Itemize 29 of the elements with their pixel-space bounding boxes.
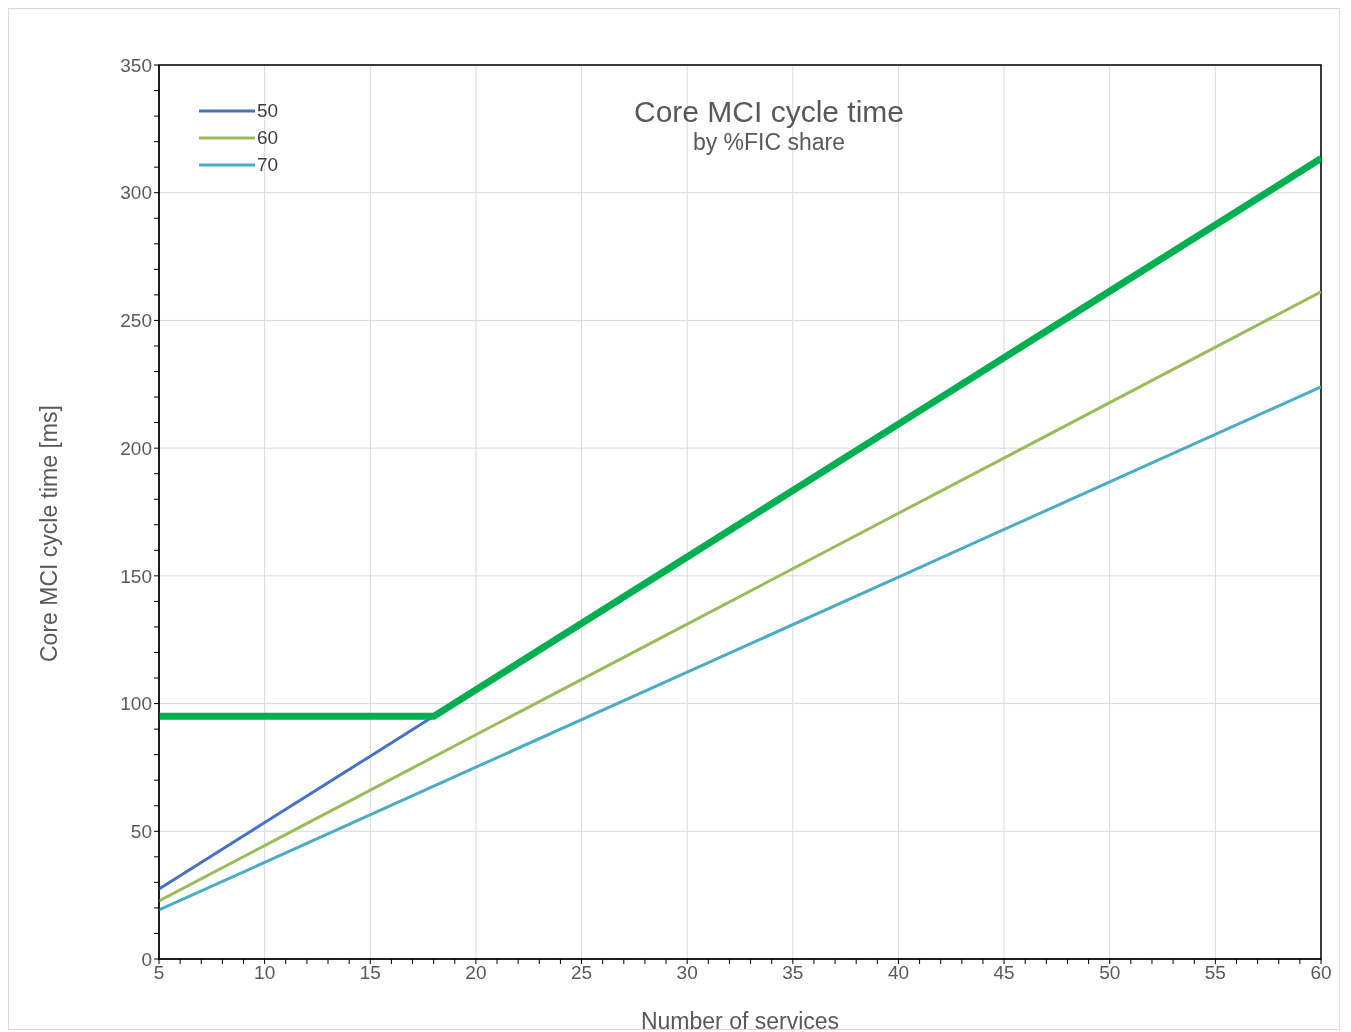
y-tick-label: 250 (120, 310, 152, 332)
line-series (159, 290, 1321, 903)
x-tick-label: 20 (465, 962, 487, 984)
y-tick-label: 350 (120, 54, 152, 76)
y-axis-title: Core MCI cycle time [ms] (36, 405, 63, 662)
x-tick-label: 55 (1204, 962, 1226, 984)
x-tick-label: 35 (782, 962, 804, 984)
x-axis-title: Number of services (640, 1008, 840, 1032)
x-tick-label: 15 (359, 962, 381, 984)
y-tick-label: 0 (141, 948, 152, 970)
legend-label: 70 (257, 153, 279, 176)
x-tick-label: 25 (570, 962, 593, 984)
x-tick-label: 45 (993, 962, 1015, 984)
x-tick-label: 5 (153, 962, 165, 984)
x-tick-label: 10 (254, 962, 276, 984)
y-tick-label: 300 (120, 182, 152, 204)
x-tick-label: 50 (1099, 962, 1121, 984)
y-tick-label: 200 (120, 437, 152, 459)
x-tick-label: 30 (676, 962, 698, 984)
y-tick-label: 50 (130, 821, 152, 843)
y-tick-label: 100 (120, 693, 152, 715)
line-series (159, 385, 1321, 912)
y-tick-label: 150 (120, 565, 152, 587)
x-tick-label: 40 (887, 962, 910, 984)
legend-label: 50 (257, 99, 279, 122)
text: by %FIC share (691, 129, 847, 156)
x-tick-label: 60 (1310, 962, 1332, 984)
legend-label: 60 (257, 126, 279, 149)
text: Core MCI cycle time (632, 95, 905, 129)
